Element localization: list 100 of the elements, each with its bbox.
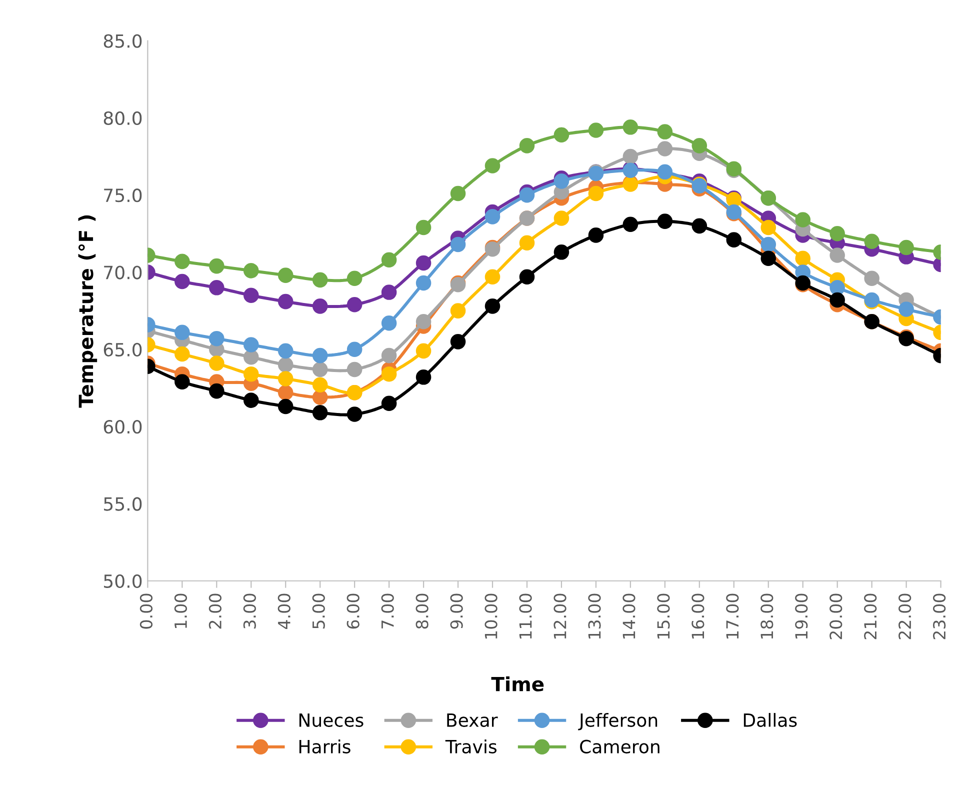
point <box>381 284 397 300</box>
point <box>209 383 224 399</box>
point <box>278 268 294 283</box>
point <box>416 370 432 385</box>
x-tick-label: 17.00 <box>726 594 739 639</box>
point <box>450 334 466 350</box>
point <box>416 314 432 330</box>
x-tick-label: 14.00 <box>622 594 636 639</box>
point <box>243 392 259 408</box>
point <box>381 316 397 331</box>
x-tick-label: 21.00 <box>864 594 877 640</box>
legend-label: Dallas <box>744 712 797 727</box>
x-tick-label: 13.00 <box>588 594 601 639</box>
legend-label: Cameron <box>580 740 660 754</box>
point <box>554 127 570 143</box>
point <box>346 270 362 286</box>
point <box>174 254 190 270</box>
x-tick-label: 20.00 <box>830 594 842 640</box>
point <box>312 348 328 364</box>
point <box>622 148 638 164</box>
x-tick-label: 15.00 <box>657 594 670 639</box>
point <box>830 226 845 242</box>
point <box>278 398 294 414</box>
legend-label: Jefferson <box>578 712 658 730</box>
point <box>519 138 535 154</box>
y-tick-label: 50.0 <box>104 574 142 588</box>
point <box>519 235 535 251</box>
point <box>484 209 500 224</box>
point <box>622 120 638 135</box>
point <box>519 187 535 203</box>
point <box>381 366 397 382</box>
legend-label: Harris <box>299 739 350 754</box>
x-tick-label: 0.00 <box>140 594 153 629</box>
point <box>450 236 466 252</box>
point <box>588 122 604 138</box>
x-tick-label: 18.00 <box>760 594 774 639</box>
point <box>278 343 294 359</box>
point <box>416 220 432 236</box>
point <box>657 141 673 156</box>
legend-label: Nueces <box>299 714 364 727</box>
point <box>726 232 742 248</box>
x-tick-label: 22.00 <box>898 594 912 640</box>
x-tick-label: 4.00 <box>278 594 290 629</box>
point <box>312 377 328 393</box>
y-tick-label: 80.0 <box>104 111 142 126</box>
point <box>312 390 328 405</box>
point <box>381 348 397 364</box>
y-tick-label: 75.0 <box>104 188 142 202</box>
point <box>416 343 432 359</box>
point <box>554 174 570 189</box>
y-tick-label: 85.0 <box>104 34 142 48</box>
point <box>898 302 914 317</box>
point <box>312 405 328 420</box>
point <box>346 342 362 358</box>
point <box>174 346 190 362</box>
point <box>209 280 224 296</box>
point <box>554 244 570 260</box>
x-tick-label: 2.00 <box>208 594 222 629</box>
x-axis-title: Time <box>491 676 544 692</box>
x-tick-label: 8.00 <box>416 594 428 629</box>
x-tick-label: 5.00 <box>312 594 325 628</box>
x-tick-label: 10.00 <box>484 594 498 639</box>
x-tick-label: 23.00 <box>933 594 946 640</box>
point <box>381 252 397 268</box>
point <box>484 158 500 174</box>
point <box>519 269 535 284</box>
point <box>416 275 432 291</box>
point <box>864 234 880 250</box>
point <box>312 272 328 288</box>
y-tick-label: 60.0 <box>104 420 142 434</box>
point <box>830 248 845 263</box>
point <box>830 292 845 308</box>
point <box>588 186 604 202</box>
point <box>243 288 259 304</box>
x-tick-label: 9.00 <box>450 594 463 629</box>
point <box>346 297 362 312</box>
point <box>346 406 362 422</box>
point <box>416 255 432 271</box>
legend-label: Bexar <box>447 714 498 727</box>
point <box>278 294 294 310</box>
point <box>243 263 259 278</box>
point <box>278 357 294 372</box>
x-tick-label: 16.00 <box>692 594 704 639</box>
point <box>174 374 190 390</box>
point <box>795 250 810 266</box>
point <box>278 371 294 386</box>
x-tick-label: 3.00 <box>243 594 256 629</box>
y-axis-title: Temperature (°F ) <box>78 215 98 408</box>
x-tick-label: 1.00 <box>174 594 188 628</box>
x-tick-label: 19.00 <box>795 594 808 639</box>
point <box>243 349 259 365</box>
point <box>450 186 466 202</box>
point <box>657 214 673 229</box>
point <box>760 236 776 252</box>
point <box>450 303 466 318</box>
point <box>554 210 570 226</box>
point <box>381 396 397 412</box>
point <box>243 366 259 382</box>
point <box>657 124 673 140</box>
point <box>795 212 810 228</box>
